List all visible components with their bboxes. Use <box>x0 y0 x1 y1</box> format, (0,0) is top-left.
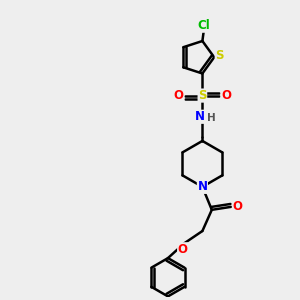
Text: Cl: Cl <box>197 19 210 32</box>
Text: S: S <box>198 89 207 102</box>
Text: N: N <box>197 180 207 194</box>
Text: O: O <box>221 89 231 102</box>
Text: N: N <box>195 110 205 123</box>
Text: O: O <box>232 200 242 213</box>
Text: H: H <box>207 113 216 123</box>
Text: S: S <box>215 49 224 62</box>
Text: O: O <box>174 89 184 102</box>
Text: O: O <box>178 243 188 256</box>
